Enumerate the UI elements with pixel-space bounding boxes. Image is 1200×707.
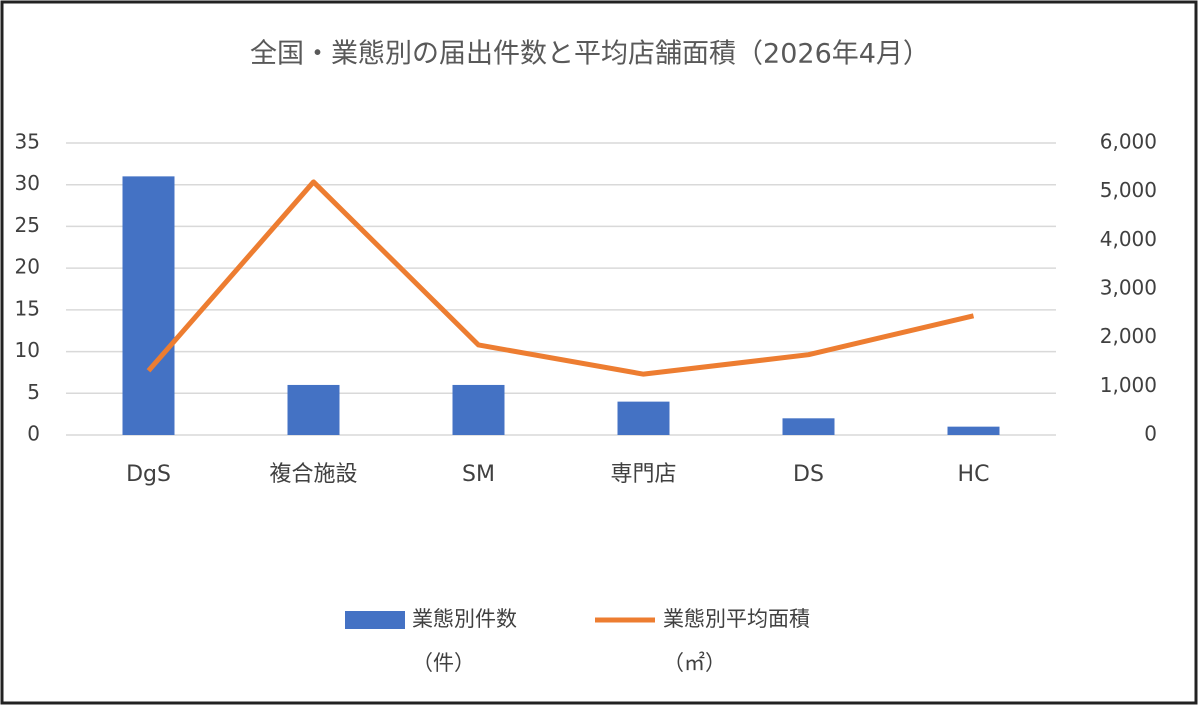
chart-title: 全国・業態別の届出件数と平均店舗面積（2026年4月） (250, 39, 930, 70)
y2-tick-label: 2,000 (1100, 324, 1157, 348)
y-tick-label: 15 (15, 296, 40, 320)
y-tick-label: 35 (15, 130, 40, 154)
bar (122, 176, 175, 435)
y-tick-label: 20 (15, 255, 40, 279)
x-tick-label: DgS (126, 462, 171, 487)
bar (617, 401, 670, 435)
bar (782, 418, 835, 435)
y-tick-label: 10 (15, 338, 40, 362)
x-tick-label: 複合施設 (269, 462, 357, 487)
legend-label: 業態別件数（件） (412, 607, 517, 675)
legend-swatch (345, 611, 405, 629)
bar (287, 384, 340, 435)
x-tick-label: DS (793, 462, 824, 487)
y-tick-label: 5 (27, 380, 40, 404)
y-tick-label: 0 (27, 422, 40, 446)
x-tick-label: 専門店 (610, 462, 676, 487)
y2-tick-label: 5,000 (1100, 178, 1157, 202)
bar (452, 384, 505, 435)
bar (947, 426, 1000, 435)
y-tick-label: 30 (15, 171, 40, 195)
line (146, 179, 975, 377)
y2-tick-label: 6,000 (1100, 130, 1157, 154)
legend-label: 業態別平均面積（㎡） (663, 607, 810, 675)
y2-tick-label: 4,000 (1100, 227, 1157, 251)
x-tick-label: SM (462, 462, 495, 487)
y2-tick-label: 3,000 (1100, 276, 1157, 300)
y2-tick-label: 1,000 (1100, 373, 1157, 397)
x-tick-label: HC (958, 462, 990, 487)
y-tick-label: 25 (15, 213, 40, 237)
y2-tick-label: 0 (1144, 422, 1157, 446)
